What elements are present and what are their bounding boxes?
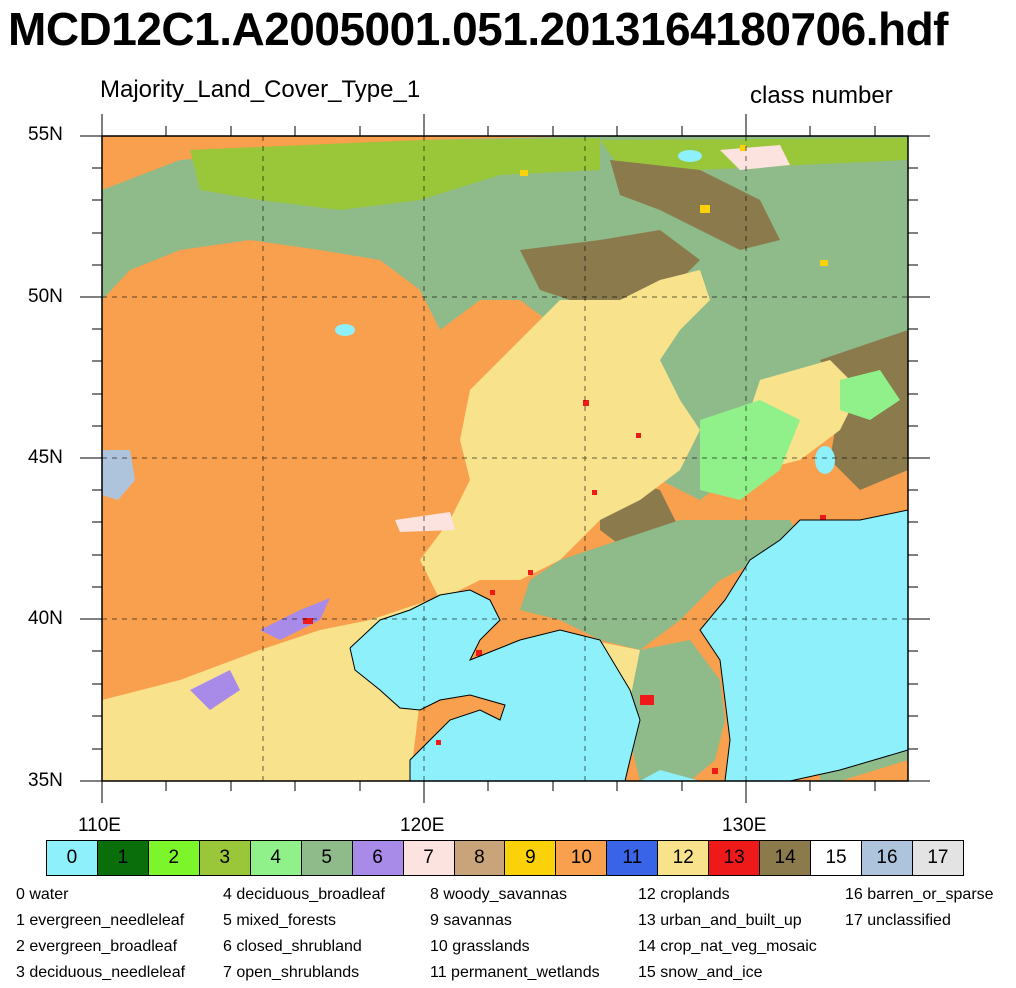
- lon-label-130e: 130E: [722, 815, 767, 836]
- land-cover-fill: [102, 136, 908, 781]
- legend-item-deciduous-broadleaf: 4 deciduous_broadleaf: [223, 886, 385, 903]
- legend-item-urban-and-built-up: 13 urban_and_built_up: [638, 912, 802, 929]
- lon-label-110e: 110E: [78, 815, 121, 836]
- colorbar-cell-7: 7: [403, 841, 455, 875]
- legend-item-mixed-forests: 5 mixed_forests: [223, 912, 336, 929]
- legend-item-unclassified: 17 unclassified: [845, 912, 951, 929]
- legend-item-snow-and-ice: 15 snow_and_ice: [638, 964, 763, 981]
- legend-column-5: 16 barren_or_sparse 17 unclassified: [845, 882, 994, 934]
- legend-item-closed-shrubland: 6 closed_shrubland: [223, 938, 362, 955]
- legend-item-crop-nat-veg-mosaic: 14 crop_nat_veg_mosaic: [638, 938, 817, 955]
- colorbar: 0 1 2 3 4 5 6 7 8 9 10 11 12 13 14 15 16 17: [46, 840, 964, 876]
- colorbar-cell-10: 10: [556, 841, 608, 875]
- tick-marks: [80, 114, 930, 803]
- legend-item-grasslands: 10 grasslands: [430, 938, 530, 955]
- units-label: class number: [750, 82, 893, 109]
- legend-item-permanent-wetlands: 11 permanent_wetlands: [430, 964, 600, 981]
- lat-label-50n: 50N: [28, 286, 63, 307]
- colorbar-cell-12: 12: [658, 841, 710, 875]
- legend-item-croplands: 12 croplands: [638, 886, 730, 903]
- lon-label-120e: 120E: [400, 815, 445, 836]
- variable-title: Majority_Land_Cover_Type_1: [100, 76, 421, 103]
- legend-item-savannas: 9 savannas: [430, 912, 512, 929]
- file-title: MCD12C1.A2005001.051.2013164180706.hdf: [8, 3, 949, 55]
- colorbar-cell-14: 14: [760, 841, 812, 875]
- colorbar-cell-2: 2: [148, 841, 200, 875]
- class-legend: 0 water 1 evergreen_needleleaf 2 evergre…: [16, 882, 1016, 986]
- lat-label-45n: 45N: [28, 447, 63, 468]
- colorbar-cell-6: 6: [352, 841, 404, 875]
- lat-label-55n: 55N: [28, 124, 63, 145]
- legend-column-1: 0 water 1 evergreen_needleleaf 2 evergre…: [16, 882, 185, 986]
- lat-label-35n: 35N: [28, 770, 63, 791]
- colorbar-cell-13: 13: [709, 841, 761, 875]
- legend-item-evergreen-needleleaf: 1 evergreen_needleleaf: [16, 912, 185, 929]
- legend-item-woody-savannas: 8 woody_savannas: [430, 886, 567, 903]
- legend-item-deciduous-needleleaf: 3 deciduous_needleleaf: [16, 964, 186, 981]
- legend-column-4: 12 croplands 13 urban_and_built_up 14 cr…: [638, 882, 817, 986]
- colorbar-cell-8: 8: [454, 841, 506, 875]
- colorbar-cell-11: 11: [607, 841, 659, 875]
- colorbar-cell-9: 9: [505, 841, 557, 875]
- colorbar-cell-5: 5: [301, 841, 353, 875]
- legend-column-2: 4 deciduous_broadleaf 5 mixed_forests 6 …: [223, 882, 385, 986]
- legend-item-barren-or-sparse: 16 barren_or_sparse: [845, 886, 994, 903]
- legend-item-water: 0 water: [16, 886, 69, 903]
- lat-label-40n: 40N: [28, 608, 63, 629]
- gridlines: [102, 136, 908, 781]
- colorbar-cell-1: 1: [97, 841, 149, 875]
- legend-column-3: 8 woody_savannas 9 savannas 10 grassland…: [430, 882, 600, 986]
- colorbar-cell-4: 4: [250, 841, 302, 875]
- colorbar-cell-15: 15: [811, 841, 862, 875]
- legend-item-evergreen-broadleaf: 2 evergreen_broadleaf: [16, 938, 178, 955]
- colorbar-cell-0: 0: [47, 841, 98, 875]
- colorbar-cell-17: 17: [912, 841, 963, 875]
- legend-item-open-shrublands: 7 open_shrublands: [223, 964, 360, 981]
- colorbar-cell-16: 16: [862, 841, 913, 875]
- colorbar-cell-3: 3: [199, 841, 251, 875]
